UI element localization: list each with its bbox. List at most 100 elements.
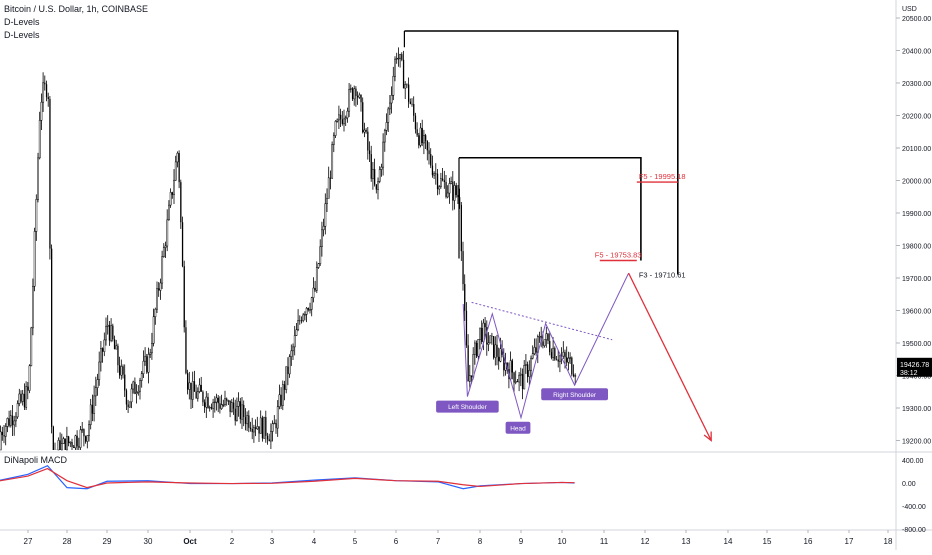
candle-body-down <box>248 415 250 428</box>
candle-body-down <box>226 398 228 401</box>
candle-body-down <box>462 251 464 285</box>
candle-body-down <box>362 102 364 133</box>
candle-body-down <box>555 359 558 361</box>
candle-body-up <box>130 388 133 403</box>
candle-body-down <box>283 384 286 390</box>
candle-body-up <box>389 102 391 110</box>
candle-body-up <box>479 327 481 340</box>
candle-body-down <box>436 173 439 190</box>
candle-body-up <box>474 342 476 355</box>
fib-level-label: F3 - 19710.61 <box>639 271 686 280</box>
candle-body-up <box>321 229 323 247</box>
candle-body-up <box>166 219 169 247</box>
chart-title: Bitcoin / U.S. Dollar, 1h, COINBASE <box>4 4 149 14</box>
candle-body-down <box>258 426 260 434</box>
candle-body-up <box>81 429 84 431</box>
candle-body-up <box>523 365 526 390</box>
candle-body-up <box>147 354 150 373</box>
candle-body-down <box>459 197 461 205</box>
indicator-label-2[interactable]: D-Levels <box>4 30 40 40</box>
candle-body-down <box>370 154 372 179</box>
candle-body-up <box>322 225 325 231</box>
candle-body-down <box>542 341 544 346</box>
projection-arrow-line <box>628 272 712 441</box>
candle-body-up <box>135 392 138 395</box>
candle-body-down <box>44 82 46 85</box>
candle-body-up <box>433 173 436 176</box>
candle-body-up <box>343 118 345 125</box>
candle-body-up <box>394 58 396 77</box>
candle-body-up <box>152 316 155 344</box>
macd-title[interactable]: DiNapoli MACD <box>4 455 68 465</box>
candle-body-up <box>13 420 16 426</box>
candle-body-up <box>372 168 374 179</box>
candle-body-down <box>217 397 219 404</box>
candle-body-up <box>533 347 536 354</box>
candle-body-down <box>3 435 5 437</box>
candle-body-up <box>518 374 521 383</box>
candle-body-up <box>348 89 351 112</box>
candle-body-down <box>207 397 209 408</box>
candle-body-up <box>69 441 72 444</box>
candle-body-down <box>341 119 343 124</box>
candle-body-down <box>527 364 529 377</box>
candle-body-up <box>326 198 328 204</box>
candle-body-down <box>535 347 537 353</box>
candle-body-down <box>491 335 493 337</box>
pattern-zigzag <box>462 272 630 420</box>
candle-body-up <box>16 403 19 418</box>
candle-body-down <box>113 339 116 350</box>
candle-body-down <box>187 373 189 390</box>
candle-body-up <box>149 352 152 355</box>
candle-body-up <box>9 415 12 426</box>
fib-level-label: F5 - 19753.83 <box>595 251 642 260</box>
time-tick-label: 30 <box>144 537 153 546</box>
candle-body-up <box>378 169 381 182</box>
candle-body-up <box>305 307 308 315</box>
candle-body-up <box>86 435 89 442</box>
candle-body-down <box>425 135 427 141</box>
candle-body-up <box>349 88 352 90</box>
candle-body-down <box>181 222 184 267</box>
candle-body-down <box>200 384 202 392</box>
candle-body-down <box>229 400 231 412</box>
candle-body-up <box>120 366 123 376</box>
candle-body-up <box>212 402 215 409</box>
candle-body-up <box>100 348 102 363</box>
price-tick-label: 19600.00 <box>902 309 931 316</box>
candle-body-down <box>355 88 357 96</box>
candle-body-up <box>259 417 262 434</box>
candle-body-up <box>353 88 356 100</box>
candle-body-down <box>374 169 376 185</box>
candle-body-down <box>493 336 495 358</box>
candle-body-up <box>489 335 492 344</box>
candle-body-up <box>241 404 243 420</box>
candle-body-up <box>164 245 167 248</box>
indicator-label-1[interactable]: D-Levels <box>4 17 40 27</box>
candle-body-down <box>465 310 468 346</box>
candle-body-up <box>139 380 141 392</box>
candle-body-up <box>338 114 340 121</box>
candle-body-up <box>246 415 249 425</box>
candle-body-down <box>178 153 180 183</box>
candle-body-down <box>460 204 462 252</box>
candle-body-down <box>190 382 192 400</box>
candle-body-up <box>174 161 177 181</box>
time-tick-label: 10 <box>558 537 567 546</box>
candle-body-up <box>106 324 109 327</box>
projection-arrow-head <box>703 431 712 442</box>
time-tick-label: 6 <box>394 537 399 546</box>
candle-body-down <box>251 428 253 433</box>
candle-body-up <box>390 95 393 104</box>
price-tick-label: 19300.00 <box>902 406 931 413</box>
candle-body-down <box>557 359 559 362</box>
candle-body-up <box>285 366 288 390</box>
candle-body-up <box>288 356 291 375</box>
candle-body-down <box>299 320 301 322</box>
candle-body-up <box>154 308 157 317</box>
candle-body-down <box>146 356 148 373</box>
candle-body-up <box>62 438 65 444</box>
candle-body-up <box>494 344 497 358</box>
